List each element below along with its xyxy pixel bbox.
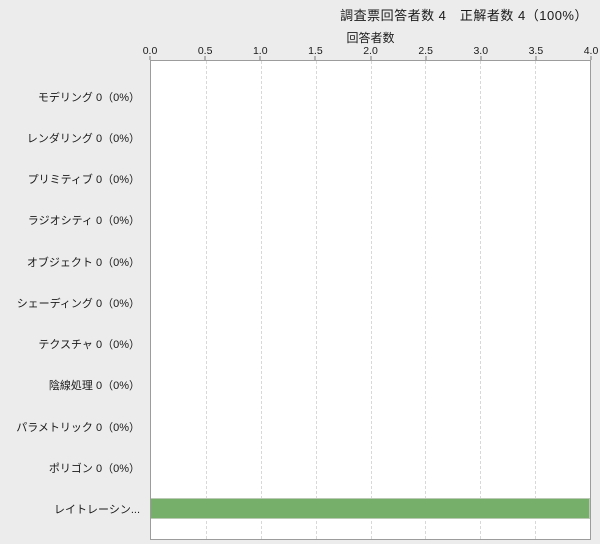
gridline — [480, 61, 482, 539]
x-tick-mark — [314, 56, 316, 60]
x-tick-mark — [204, 56, 206, 60]
category-axis-labels: モデリング 0（0%） レンダリング 0（0%） プリミティブ 0（0%） ラジ… — [0, 60, 150, 540]
x-axis-tick-marks — [149, 56, 592, 60]
gridline — [315, 61, 317, 539]
x-tick-mark — [370, 56, 371, 60]
bar-row — [151, 77, 590, 118]
x-tick-label: 3.0 — [473, 45, 489, 57]
category-label-truncated: レイトレーシン... — [54, 504, 140, 517]
x-tick-mark — [259, 56, 261, 60]
category-label: プリミティブ 0（0%） — [27, 174, 140, 187]
x-tick-label: 2.0 — [363, 45, 378, 57]
category-label: モデリング 0（0%） — [37, 91, 140, 104]
x-tick-label: 0.0 — [142, 45, 158, 57]
bar-raytracing — [151, 497, 590, 519]
category-label: パラメトリック 0（0%） — [16, 421, 140, 434]
category-label: オブジェクト 0（0%） — [26, 256, 140, 269]
bar-row — [151, 324, 590, 365]
bar-row — [151, 406, 590, 447]
bar-row — [151, 488, 590, 529]
category-label: ポリゴン 0（0%） — [48, 463, 140, 476]
bar-row — [151, 118, 590, 159]
x-tick-mark — [590, 56, 592, 60]
category-label: シェーディング 0（0%） — [16, 297, 140, 310]
category-label: レンダリング 0（0%） — [26, 132, 140, 145]
bar-row — [151, 365, 590, 406]
gridline — [535, 61, 537, 539]
x-tick-mark — [535, 56, 537, 60]
x-tick-label: 1.5 — [308, 45, 323, 57]
x-tick-mark — [149, 56, 151, 60]
x-tick-label: 4.0 — [583, 45, 599, 57]
bar-row — [151, 447, 590, 488]
gridline — [205, 61, 207, 539]
x-tick-label: 3.5 — [528, 45, 544, 57]
bar-rows — [151, 61, 590, 539]
gridlines — [151, 61, 590, 539]
x-tick-label: 1.0 — [252, 45, 268, 57]
category-label: ラジオシティ 0（0%） — [27, 215, 140, 228]
x-tick-label: 0.5 — [197, 45, 213, 57]
bar-row — [151, 282, 590, 323]
gridline — [370, 61, 372, 539]
category-label: テクスチャ 0（0%） — [38, 339, 140, 352]
category-label: 陰線処理 0（0%） — [48, 380, 140, 393]
x-axis-title: 回答者数 — [346, 31, 395, 45]
bar-row — [151, 159, 590, 200]
gridline — [425, 61, 427, 539]
x-tick-mark — [425, 56, 427, 60]
gridline — [260, 61, 262, 539]
x-tick-label: 2.5 — [418, 45, 433, 57]
x-tick-mark — [480, 56, 482, 60]
chart-header-title: 調査票回答者数 4 正解者数 4（100%） — [340, 8, 588, 23]
x-axis-tick-labels: 0.0 0.5 1.0 1.5 2.0 2.5 3.0 3.5 4.0 — [143, 45, 599, 58]
bar-row — [151, 241, 590, 282]
bar-row — [151, 200, 590, 241]
plot-area — [150, 60, 591, 540]
